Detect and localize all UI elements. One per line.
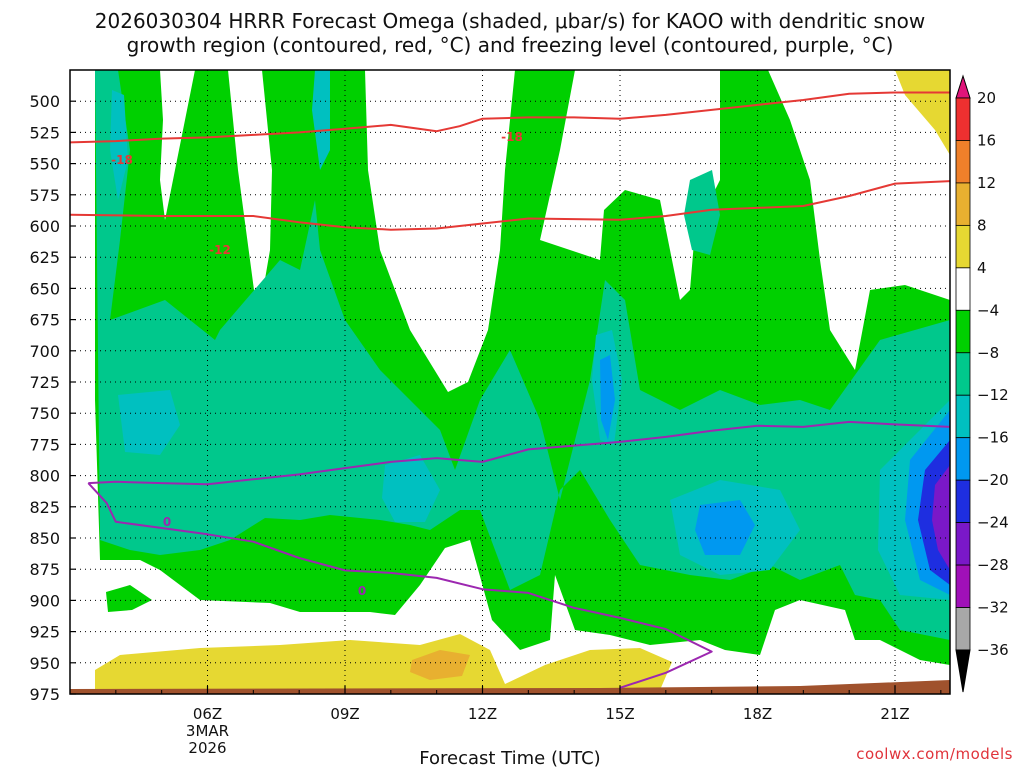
- colorbar-bottom-arrow: [955, 649, 971, 693]
- colorbar-top-arrow: [955, 74, 971, 99]
- y-tick-label: 775: [29, 435, 60, 454]
- omega-region-cyan: [110, 90, 128, 200]
- y-tick-label: 575: [29, 186, 60, 205]
- colorbar-label: 8: [977, 216, 987, 234]
- y-tick-label: 525: [29, 123, 60, 142]
- y-tick-label: 825: [29, 498, 60, 517]
- contour-lines: [69, 91, 951, 689]
- colorbar-label: 16: [977, 132, 996, 150]
- omega-region-blue: [695, 500, 755, 555]
- colorbar-segment: [955, 479, 971, 524]
- colorbar-label: −36: [977, 641, 1009, 659]
- colorbar-segment: [955, 607, 971, 651]
- colorbar-segment: [955, 140, 971, 184]
- colorbar-segment: [955, 267, 971, 311]
- y-tick-label: 700: [29, 342, 60, 361]
- y-tick-label: 800: [29, 467, 60, 486]
- x-tick-label: 21Z: [880, 705, 909, 723]
- colorbar-segment: [955, 309, 971, 354]
- y-tick-label: 950: [29, 654, 60, 673]
- omega-region-purple: [932, 465, 950, 570]
- contour-line: [69, 91, 950, 144]
- contour-label-minus12: -12: [209, 243, 231, 257]
- plot-area: -18 -18 -12 0 0: [69, 69, 951, 695]
- colorbar-segment: [955, 564, 971, 608]
- contour-label-zero-lower: 0: [358, 584, 366, 598]
- y-tick-label: 550: [29, 155, 60, 174]
- omega-region-cyan: [312, 70, 330, 170]
- contour-labels: -18 -18 -12 0 0: [111, 130, 523, 598]
- omega-region-cyan: [382, 455, 440, 522]
- contour-line: [69, 180, 951, 231]
- y-tick-label: 900: [29, 591, 60, 610]
- colorbar-label: −4: [977, 301, 999, 319]
- colorbar-segment: [955, 522, 971, 566]
- colorbar-label: 12: [977, 174, 996, 192]
- y-tick-label: 650: [29, 279, 60, 298]
- y-tick-label: 975: [29, 685, 60, 704]
- y-tick-label: 600: [29, 217, 60, 236]
- x-tick-year: 2026: [188, 739, 226, 757]
- y-tick-label: 850: [29, 529, 60, 548]
- colorbar-label: −8: [977, 344, 999, 362]
- y-tick-label: 725: [29, 373, 60, 392]
- colorbar-label: 20: [977, 89, 996, 107]
- colorbar-label: −24: [977, 514, 1009, 532]
- y-axis: 500 525 550 575 600 625 650 675 700 725 750 775 800 8…: [29, 92, 76, 704]
- chart-title-line2: growth region (contoured, red, °C) and f…: [127, 33, 894, 57]
- y-tick-label: 875: [29, 560, 60, 579]
- contour-label-minus18-left: -18: [111, 153, 133, 167]
- colorbar-segment: [955, 352, 971, 396]
- y-tick-label: 925: [29, 623, 60, 642]
- x-tick-label: 09Z: [330, 705, 359, 723]
- contour-label-zero-upper: 0: [163, 515, 171, 529]
- omega-shading: [70, 70, 950, 694]
- y-tick-label: 675: [29, 311, 60, 330]
- contour-label-minus18-mid: -18: [501, 130, 523, 144]
- terrain-surface: [70, 680, 950, 694]
- credit-text: coolwx.com/models: [856, 745, 1013, 763]
- omega-region-green: [106, 585, 152, 612]
- y-tick-label: 625: [29, 248, 60, 267]
- y-tick-label: 750: [29, 404, 60, 423]
- x-tick-date: 3MAR: [186, 722, 229, 740]
- chart-title-line1: 2026030304 HRRR Forecast Omega (shaded, …: [95, 9, 925, 33]
- x-tick-label: 12Z: [468, 705, 497, 723]
- omega-region-yellow: [895, 70, 950, 155]
- colorbar-segment: [955, 97, 971, 141]
- omega-region-teal: [684, 170, 720, 255]
- colorbar-segment: [955, 224, 971, 269]
- colorbar-segment: [955, 437, 971, 481]
- grid-lines: [70, 70, 950, 695]
- omega-region-blue: [600, 355, 615, 440]
- colorbar-segment: [955, 394, 971, 439]
- y-tick-label: 500: [29, 92, 60, 111]
- contour-line: [87, 482, 713, 689]
- colorbar-segment: [955, 182, 971, 226]
- colorbar: 20 16 12 8 4 −4 −8 −12 −16 −20 −24 −28 −32 −36: [955, 74, 1009, 693]
- colorbar-label: −12: [977, 386, 1009, 404]
- colorbar-label: −32: [977, 599, 1009, 617]
- contour-line: [88, 420, 951, 486]
- x-tick-label: 06Z: [193, 705, 222, 723]
- x-axis-title: Forecast Time (UTC): [419, 748, 600, 768]
- omega-region-yellow: [95, 634, 672, 690]
- x-tick-label: 18Z: [743, 705, 772, 723]
- omega-region-cyan: [118, 390, 180, 455]
- colorbar-label: −20: [977, 471, 1009, 489]
- colorbar-label: −16: [977, 429, 1009, 447]
- colorbar-label: 4: [977, 259, 987, 277]
- x-tick-label: 15Z: [605, 705, 634, 723]
- omega-region-orange: [410, 650, 470, 680]
- colorbar-label: −28: [977, 556, 1009, 574]
